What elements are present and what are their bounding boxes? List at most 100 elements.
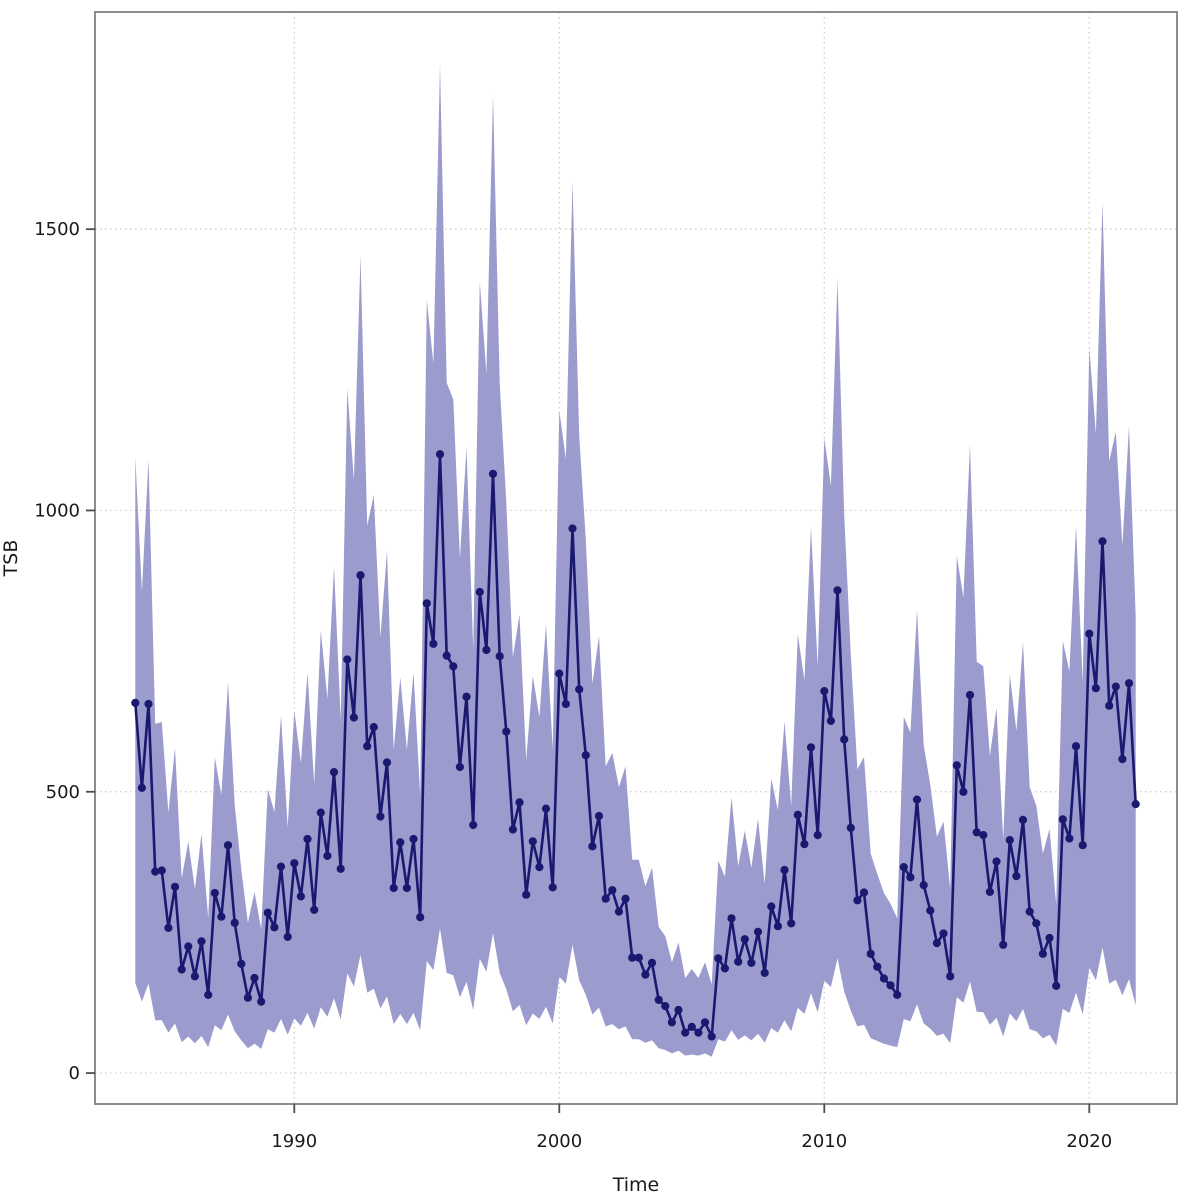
data-point bbox=[1025, 907, 1034, 916]
data-point bbox=[323, 851, 332, 861]
data-point bbox=[813, 831, 822, 840]
data-point bbox=[879, 974, 889, 983]
data-point bbox=[992, 857, 1001, 866]
data-point bbox=[608, 886, 617, 895]
data-point bbox=[820, 687, 829, 696]
data-point bbox=[727, 914, 736, 923]
data-point bbox=[674, 1005, 683, 1015]
data-point bbox=[276, 862, 286, 871]
data-point bbox=[223, 841, 233, 850]
data-point bbox=[681, 1028, 690, 1037]
data-point bbox=[932, 939, 942, 948]
data-point bbox=[184, 942, 193, 951]
data-point bbox=[164, 923, 173, 933]
data-point bbox=[899, 863, 908, 872]
data-point bbox=[561, 699, 571, 709]
data-point bbox=[1111, 682, 1120, 691]
y-axis-title: TSB bbox=[0, 540, 22, 578]
data-point bbox=[1118, 755, 1127, 764]
data-point bbox=[1085, 629, 1094, 638]
data-point bbox=[548, 883, 557, 892]
data-point bbox=[979, 831, 988, 840]
data-point bbox=[720, 964, 730, 973]
data-point bbox=[946, 972, 955, 981]
data-point bbox=[787, 919, 796, 928]
data-point bbox=[290, 859, 299, 868]
data-point bbox=[204, 990, 213, 1000]
data-point bbox=[893, 990, 902, 1000]
y-tick-label: 1000 bbox=[34, 500, 80, 521]
tick-layer: 0 500 1000 1500 1990 2000 2010 2020 bbox=[34, 219, 1112, 1152]
y-tick-label: 0 bbox=[69, 1063, 80, 1084]
data-point bbox=[283, 932, 292, 942]
data-point bbox=[455, 762, 464, 772]
data-point bbox=[250, 973, 259, 983]
data-point bbox=[389, 883, 398, 893]
data-point bbox=[575, 685, 584, 694]
data-point bbox=[647, 958, 657, 967]
data-point bbox=[435, 450, 445, 459]
data-point bbox=[541, 804, 551, 813]
data-point bbox=[793, 810, 802, 819]
data-point bbox=[1038, 949, 1047, 958]
data-point bbox=[628, 953, 637, 962]
data-point bbox=[402, 883, 411, 893]
data-point bbox=[316, 808, 325, 817]
data-point bbox=[985, 887, 995, 897]
data-point bbox=[939, 929, 948, 938]
data-point bbox=[999, 940, 1008, 949]
data-point bbox=[303, 834, 312, 844]
plot-border bbox=[94, 11, 1178, 1105]
x-tick-label: 2020 bbox=[1066, 1131, 1112, 1152]
data-point bbox=[177, 965, 186, 974]
data-point bbox=[1131, 800, 1140, 809]
data-point bbox=[667, 1018, 677, 1027]
data-point bbox=[767, 902, 776, 911]
data-point bbox=[363, 742, 372, 751]
point-layer bbox=[131, 450, 1140, 1041]
data-point bbox=[144, 699, 153, 709]
data-point bbox=[919, 881, 928, 890]
data-point bbox=[151, 867, 160, 876]
x-tick-label: 1990 bbox=[271, 1131, 317, 1152]
data-point bbox=[853, 896, 862, 905]
data-point bbox=[846, 823, 855, 832]
data-point bbox=[442, 651, 451, 660]
data-point bbox=[263, 908, 272, 917]
data-point bbox=[687, 1022, 696, 1031]
data-point bbox=[495, 652, 504, 661]
data-point bbox=[1071, 742, 1081, 751]
data-point bbox=[522, 890, 531, 899]
data-point bbox=[707, 1032, 716, 1041]
data-point bbox=[409, 834, 418, 844]
band-layer bbox=[135, 64, 1136, 1057]
x-axis-title: Time bbox=[612, 1174, 660, 1196]
data-point bbox=[1018, 815, 1028, 825]
data-point bbox=[217, 912, 226, 921]
data-point bbox=[210, 888, 219, 898]
data-point bbox=[396, 838, 405, 847]
data-point bbox=[886, 981, 895, 990]
data-point bbox=[588, 842, 597, 851]
data-point bbox=[502, 727, 511, 736]
data-point bbox=[1091, 684, 1100, 693]
data-point bbox=[747, 958, 756, 967]
data-point bbox=[760, 968, 769, 978]
data-point bbox=[508, 825, 517, 834]
data-point bbox=[369, 723, 378, 732]
x-tick-label: 2000 bbox=[536, 1131, 582, 1152]
data-point bbox=[469, 820, 478, 830]
data-point bbox=[700, 1018, 710, 1027]
data-point bbox=[1032, 919, 1041, 928]
data-point bbox=[535, 863, 544, 872]
data-point bbox=[833, 586, 842, 595]
data-point bbox=[449, 662, 458, 671]
data-point bbox=[634, 953, 643, 962]
data-point bbox=[416, 913, 425, 922]
data-point bbox=[190, 972, 199, 981]
frame-layer bbox=[94, 11, 1178, 1105]
data-point bbox=[376, 812, 385, 821]
data-point bbox=[475, 587, 484, 597]
data-point bbox=[773, 922, 783, 931]
